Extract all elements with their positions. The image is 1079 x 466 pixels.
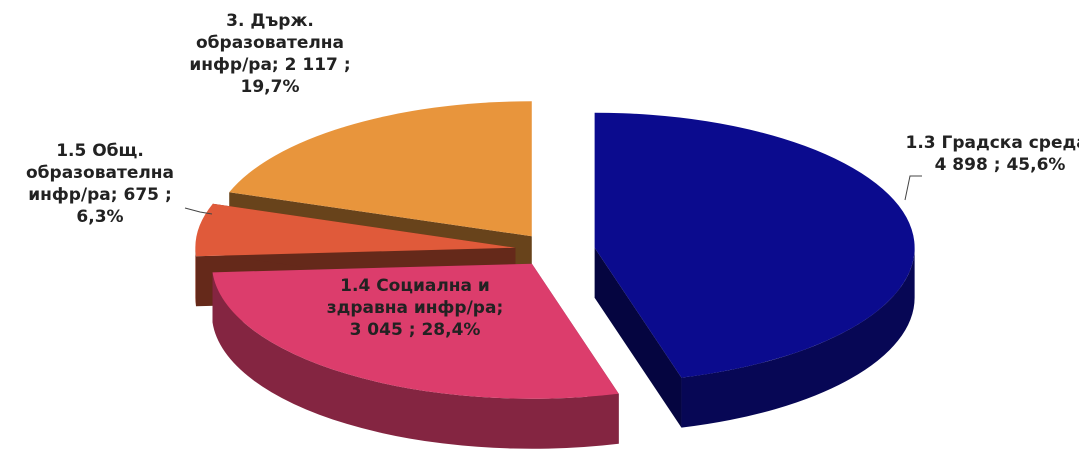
leader-line <box>184 207 213 215</box>
percentage-label: 6,3% <box>76 207 124 227</box>
percentage-label: 19,7% <box>240 77 300 97</box>
category-name: 1.4 Социална и здравна инфр/ра <box>326 276 497 318</box>
slice <box>594 112 915 378</box>
slice <box>229 101 532 237</box>
slice <box>212 263 619 399</box>
separator: ; <box>343 55 351 75</box>
data-label: 3. Държ. образователна инфр/ра; 2 117 ; … <box>165 10 375 98</box>
data-label: 1.4 Социална и здравна инфр/ра; 3 045 ; … <box>320 275 510 341</box>
slice-side <box>195 247 197 307</box>
category-name: 1.5 Общ. образователна инфр/ра <box>25 141 175 205</box>
value-label: 3 045 <box>349 320 403 340</box>
separator: ; <box>496 298 504 318</box>
data-label: 1.5 Общ. образователна инфр/ра; 675 ; 6,… <box>5 140 195 228</box>
separator: ; <box>110 185 118 205</box>
slice-side <box>212 272 619 449</box>
value-label: 675 <box>123 185 160 205</box>
percentage-label: 45,6% <box>1006 155 1066 175</box>
slice <box>195 203 516 257</box>
separator: ; <box>164 185 172 205</box>
category-name: 1.3 Градска среда <box>905 133 1079 153</box>
value-label: 2 117 <box>284 55 338 75</box>
category-name: 3. Държ. образователна инфр/ра <box>189 11 345 75</box>
leader-line <box>904 175 922 201</box>
percentage-label: 28,4% <box>421 320 481 340</box>
separator: ; <box>271 55 279 75</box>
slice-side <box>681 247 915 428</box>
value-label: 4 898 <box>934 155 988 175</box>
data-label: 1.3 Градска среда; 4 898 ; 45,6% <box>905 132 1079 176</box>
separator: ; <box>408 320 416 340</box>
separator: ; <box>993 155 1001 175</box>
slice-wall <box>594 247 682 428</box>
